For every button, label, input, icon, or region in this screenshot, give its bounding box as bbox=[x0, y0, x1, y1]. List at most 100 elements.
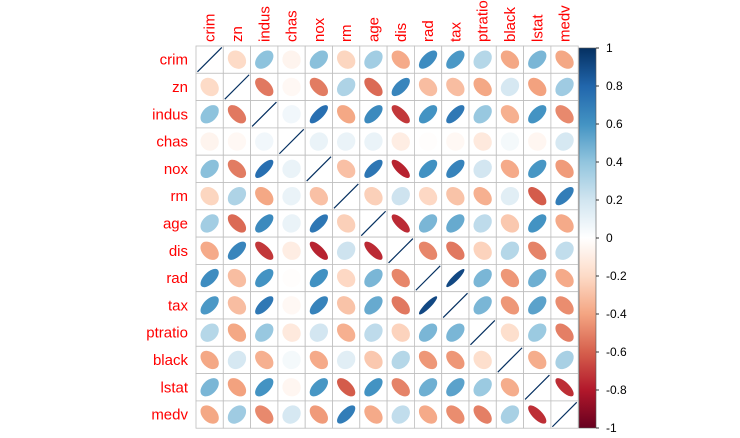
cell-chas-lstat bbox=[523, 127, 552, 156]
ellipse-mark bbox=[364, 159, 383, 178]
cell-lstat-indus bbox=[250, 373, 279, 402]
cell-rm-tax bbox=[441, 182, 470, 211]
cell-medv-chas bbox=[277, 400, 306, 429]
ellipse-mark bbox=[473, 214, 492, 233]
ellipse-mark bbox=[255, 186, 274, 206]
cell-crim-zn bbox=[222, 45, 252, 74]
ellipse-mark bbox=[364, 350, 383, 370]
cell-rad-dis bbox=[386, 263, 415, 293]
cell-age-ptratio bbox=[468, 209, 497, 238]
ellipse-mark bbox=[555, 350, 574, 370]
cell-rad-chas bbox=[277, 263, 306, 293]
cell-medv-rad bbox=[413, 400, 443, 429]
ellipse-mark bbox=[500, 77, 520, 97]
row-label-crim: crim bbox=[160, 52, 188, 69]
ellipse-mark bbox=[418, 214, 438, 233]
cell-dis-dis bbox=[386, 236, 415, 265]
ellipse-mark bbox=[500, 323, 520, 342]
ellipse-mark bbox=[364, 296, 383, 315]
ellipse-mark bbox=[446, 159, 465, 178]
ellipse-mark bbox=[200, 296, 219, 315]
cell-ptratio-chas bbox=[277, 318, 306, 347]
cell-crim-chas bbox=[277, 45, 306, 74]
cell-rm-rad bbox=[413, 182, 443, 211]
cell-indus-ptratio bbox=[468, 100, 497, 129]
cell-crim-tax bbox=[441, 45, 470, 74]
column-label-nox: nox bbox=[311, 17, 328, 42]
ellipse-mark bbox=[500, 105, 520, 124]
cell-dis-nox bbox=[304, 236, 333, 265]
cell-chas-rad bbox=[413, 127, 443, 156]
ellipse-mark bbox=[418, 405, 438, 424]
ellipse-mark bbox=[255, 296, 274, 315]
cell-ptratio-crim bbox=[195, 318, 224, 347]
cell-indus-black bbox=[495, 100, 524, 129]
ellipse-mark bbox=[555, 241, 574, 260]
cell-zn-black bbox=[495, 72, 524, 102]
ellipse-mark bbox=[282, 405, 301, 424]
column-label-black: black bbox=[502, 6, 519, 42]
cell-rm-age bbox=[359, 182, 388, 211]
cell-black-ptratio bbox=[468, 345, 497, 374]
column-label-crim: crim bbox=[202, 14, 219, 42]
cell-crim-age bbox=[359, 45, 388, 74]
ellipse-mark bbox=[415, 265, 441, 291]
cell-black-chas bbox=[277, 345, 306, 374]
ellipse-mark bbox=[391, 268, 410, 288]
ellipse-mark bbox=[391, 378, 410, 397]
cell-black-zn bbox=[222, 345, 252, 374]
cell-indus-tax bbox=[441, 100, 470, 129]
cell-medv-crim bbox=[195, 400, 224, 429]
ellipse-mark bbox=[473, 350, 492, 370]
ellipse-mark bbox=[528, 50, 547, 69]
row-label-age: age bbox=[163, 215, 188, 232]
column-label-lstat: lstat bbox=[529, 14, 546, 42]
cell-lstat-rad bbox=[413, 373, 443, 402]
cell-dis-crim bbox=[195, 236, 224, 265]
ellipse-mark bbox=[255, 132, 274, 151]
cell-zn-rm bbox=[332, 72, 361, 102]
cell-medv-medv bbox=[550, 400, 579, 429]
cell-tax-nox bbox=[304, 291, 333, 320]
cell-age-nox bbox=[304, 209, 333, 238]
colorbar-gradient bbox=[578, 47, 597, 429]
row-label-zn: zn bbox=[172, 79, 188, 96]
cell-nox-lstat bbox=[523, 154, 552, 183]
cell-zn-medv bbox=[550, 72, 579, 102]
ellipse-mark bbox=[500, 214, 520, 233]
ellipse-mark bbox=[282, 241, 301, 260]
cell-nox-nox bbox=[304, 154, 333, 183]
cell-tax-zn bbox=[222, 291, 252, 320]
column-label-medv: medv bbox=[557, 5, 574, 42]
column-label-dis: dis bbox=[393, 23, 410, 42]
ellipse-mark bbox=[391, 132, 410, 151]
cell-chas-nox bbox=[304, 127, 333, 156]
cell-lstat-medv bbox=[550, 373, 579, 402]
ellipse-mark bbox=[309, 268, 328, 288]
cell-rad-rad bbox=[413, 263, 443, 293]
ellipse-mark bbox=[391, 296, 410, 315]
cell-rm-lstat bbox=[523, 182, 552, 211]
cell-tax-dis bbox=[386, 291, 415, 320]
cell-lstat-crim bbox=[195, 373, 224, 402]
cell-ptratio-medv bbox=[550, 318, 579, 347]
ellipse-mark bbox=[446, 105, 465, 124]
cell-nox-ptratio bbox=[468, 154, 497, 183]
colorbar-tick-label: 0.4 bbox=[606, 155, 623, 169]
ellipse-mark bbox=[500, 405, 520, 424]
cell-zn-rad bbox=[413, 72, 443, 102]
ellipse-mark bbox=[446, 268, 465, 288]
ellipse-mark bbox=[255, 405, 274, 424]
colorbar-tick-label: -0.6 bbox=[606, 345, 627, 359]
cell-rm-ptratio bbox=[468, 182, 497, 211]
ellipse-mark bbox=[555, 159, 574, 179]
ellipse-mark bbox=[497, 347, 523, 373]
cell-black-lstat bbox=[523, 345, 552, 374]
cell-dis-ptratio bbox=[468, 236, 497, 265]
ellipse-mark bbox=[309, 105, 328, 124]
ellipse-mark bbox=[528, 187, 547, 206]
cell-chas-tax bbox=[441, 127, 470, 156]
ellipse-mark bbox=[255, 323, 274, 342]
ellipse-mark bbox=[282, 214, 301, 233]
ellipse-mark bbox=[446, 241, 465, 260]
